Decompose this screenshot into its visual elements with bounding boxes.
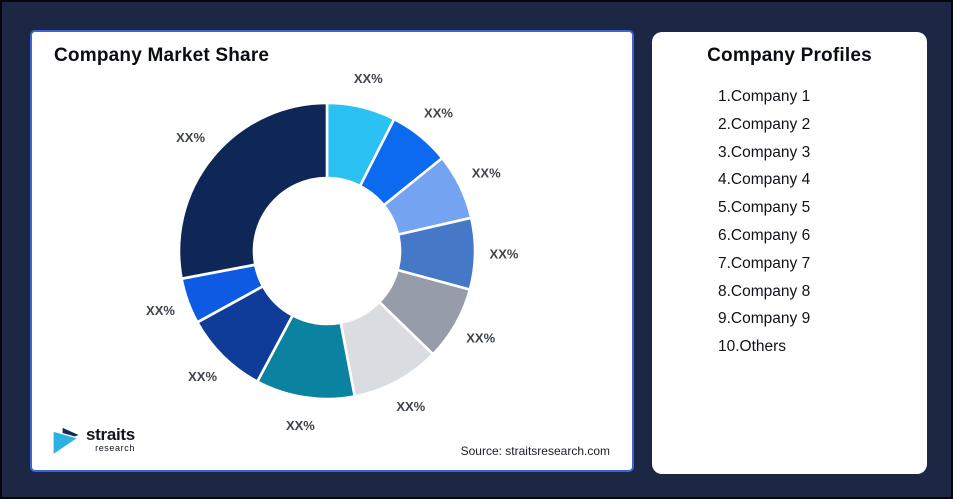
straits-logo-mark-icon [52,422,82,456]
list-item: 4.Company 4 [718,171,811,189]
list-item: 2.Company 2 [718,115,811,133]
logo-text: straits research [86,426,135,453]
company-list: 1.Company 1 2.Company 2 3.Company 3 4.Compa… [652,83,927,361]
list-item: 9.Company 9 [718,310,811,328]
profiles-title: Company Profiles [707,45,872,66]
list-item: 1.Company 1 [718,88,811,105]
segment-value-label: XX% [146,303,175,318]
donut-segment [177,101,329,280]
donut-chart: XX% XX% XX% XX% XX% XX% XX% XX% XX% XX% [146,71,519,433]
company-profiles-card: Company Profiles 1.Company 1 2.Company 2 3… [652,32,927,474]
list-item: 8.Company 8 [718,282,811,300]
market-share-card: Company Market Share XX% XX% XX% XX% XX% XX% X… [30,30,634,472]
segment-value-label: XX% [490,246,519,261]
segment-value-label: XX% [188,369,217,384]
list-item: 5.Company 5 [718,199,811,217]
segment-value-label: XX% [396,399,425,414]
segment-value-label: XX% [176,130,205,145]
list-item: 3.Company 3 [718,143,811,161]
segment-value-label: XX% [466,331,495,346]
segment-value-label: XX% [286,418,315,433]
segment-value-label: XX% [424,106,453,121]
list-item: 7.Company 7 [718,254,811,272]
source-attribution: Source: straitsresearch.com [460,444,610,458]
straits-research-logo: straits research [52,422,135,456]
segment-value-label: XX% [472,166,501,181]
logo-name: straits [86,424,135,444]
list-item: 10.Others [718,338,787,356]
chart-title: Company Market Share [54,45,270,66]
segment-value-label: XX% [354,71,383,86]
logo-subtitle: research [95,442,135,453]
list-item: 6.Company 6 [718,226,811,244]
